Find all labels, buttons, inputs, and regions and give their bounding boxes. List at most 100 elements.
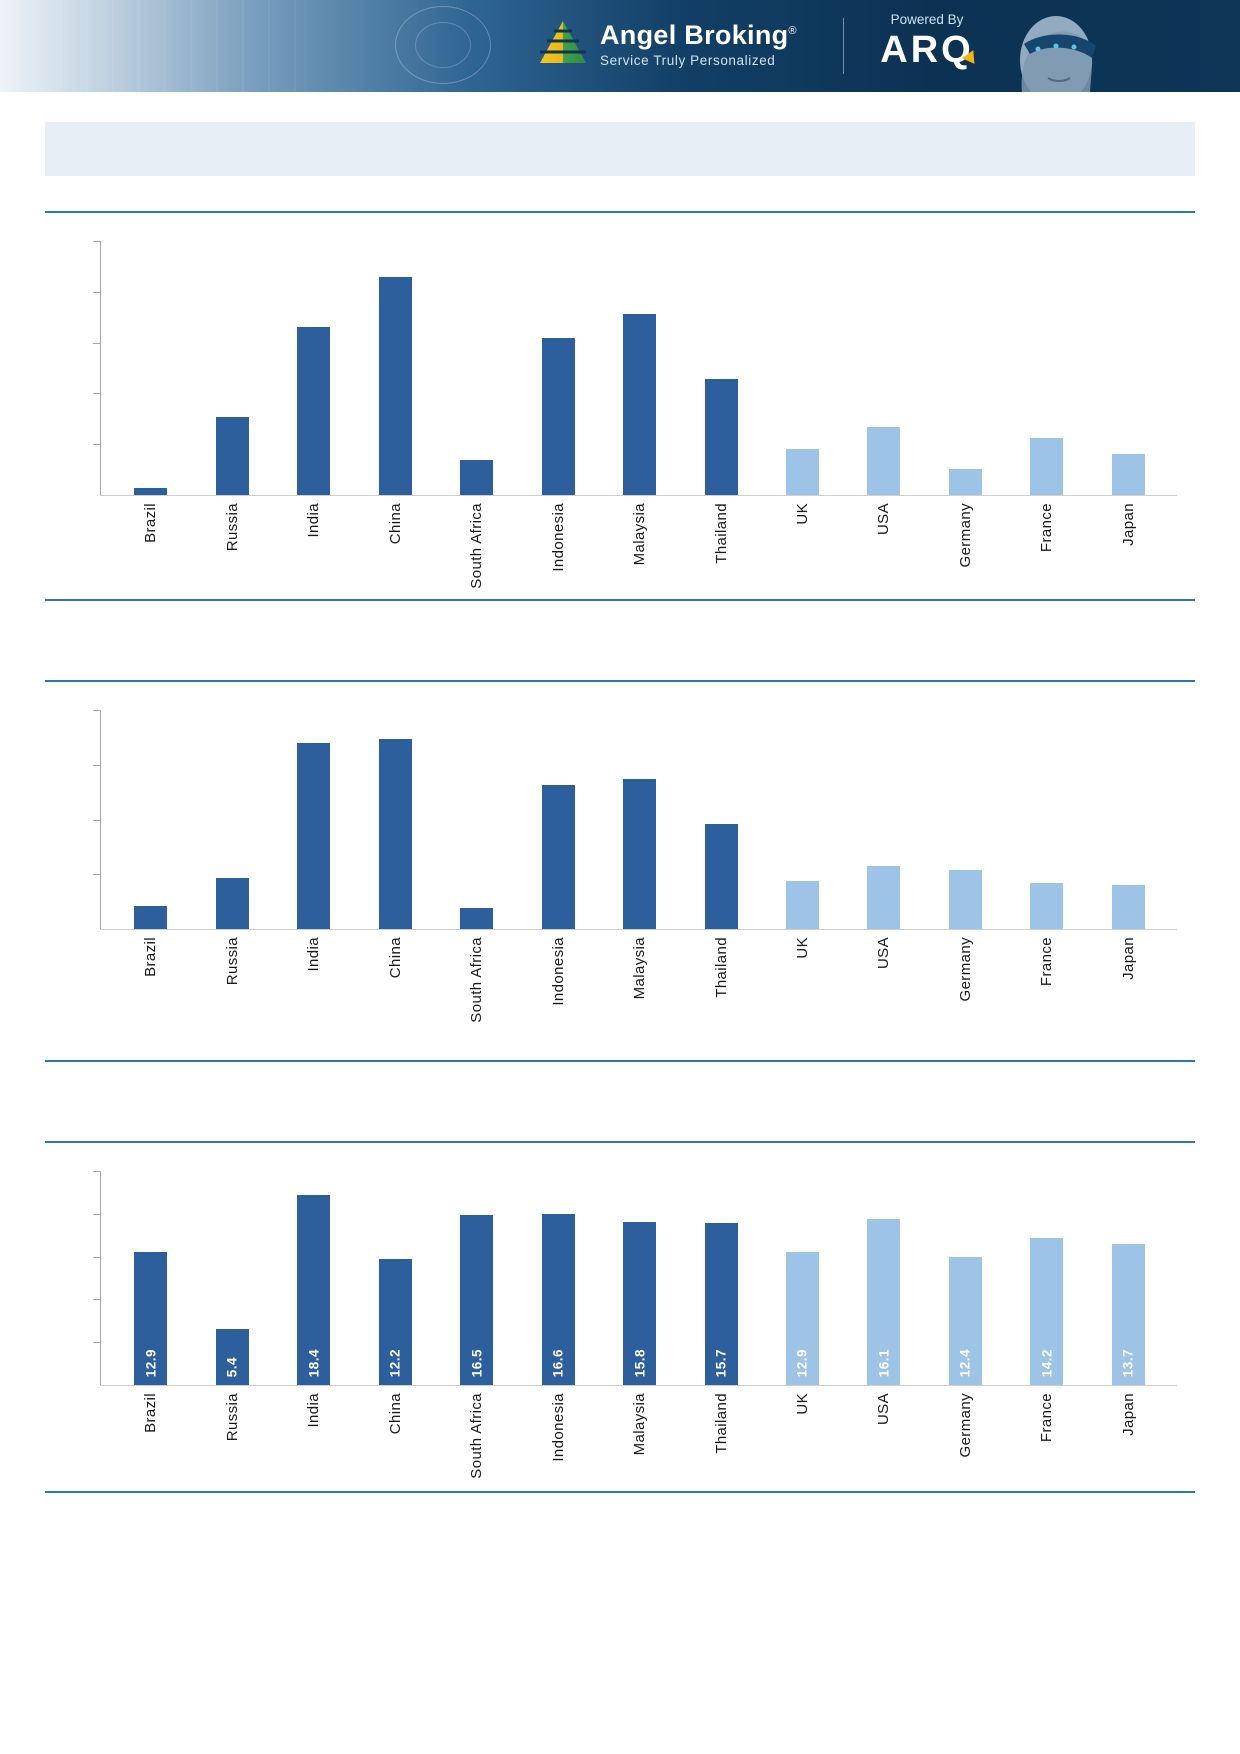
y-axis-tick bbox=[93, 1342, 100, 1343]
category-label-cell-india: India bbox=[273, 503, 354, 591]
powered-by-label: Powered By bbox=[890, 12, 964, 27]
angel-broking-logo: Angel Broking® Service Truly Personalize… bbox=[538, 16, 797, 68]
category-label-cell-russia: Russia bbox=[191, 1393, 272, 1483]
chart-column-japan bbox=[1088, 710, 1169, 929]
y-axis-tick bbox=[93, 292, 100, 293]
chart-1-category-labels: Brazil Russia India China South Africa Indone… bbox=[100, 503, 1177, 591]
category-label-india: India bbox=[305, 937, 323, 972]
chart-2-bars bbox=[100, 710, 1177, 929]
category-label-uk: UK bbox=[793, 1393, 811, 1415]
chart-column-brazil: 12.9 bbox=[110, 1171, 191, 1385]
category-label-cell-south-africa: South Africa bbox=[436, 937, 517, 1052]
category-label-indonesia: Indonesia bbox=[549, 503, 567, 572]
chart-1-top-divider bbox=[45, 211, 1195, 213]
category-label-germany: Germany bbox=[956, 937, 974, 1002]
bar-brazil bbox=[134, 488, 168, 495]
category-label-russia: Russia bbox=[223, 503, 241, 552]
bar-china bbox=[378, 739, 412, 929]
chart-column-russia bbox=[191, 710, 272, 929]
category-label-cell-indonesia: Indonesia bbox=[517, 503, 598, 591]
category-label-cell-usa: USA bbox=[843, 937, 924, 1052]
bar-indonesia bbox=[541, 785, 575, 929]
category-label-germany: Germany bbox=[956, 503, 974, 568]
category-label-cell-russia: Russia bbox=[191, 937, 272, 1052]
chart-column-france bbox=[1006, 710, 1087, 929]
category-label-usa: USA bbox=[875, 1393, 893, 1426]
chart-column-brazil bbox=[110, 241, 191, 495]
category-label-malaysia: Malaysia bbox=[631, 937, 649, 1000]
chart-2-bottom-divider bbox=[45, 1060, 1195, 1062]
category-label-cell-japan: Japan bbox=[1088, 1393, 1169, 1483]
category-label-thailand: Thailand bbox=[712, 1393, 730, 1454]
bar-malaysia bbox=[623, 314, 657, 495]
y-axis-tick bbox=[93, 444, 100, 445]
category-label-cell-china: China bbox=[354, 937, 435, 1052]
bar-japan: 13.7 bbox=[1111, 1244, 1145, 1385]
category-label-indonesia: Indonesia bbox=[549, 937, 567, 1006]
category-label-cell-india: India bbox=[273, 937, 354, 1052]
bar-brazil bbox=[134, 906, 168, 929]
y-axis-tick bbox=[93, 241, 100, 242]
bar-china: 12.2 bbox=[378, 1259, 412, 1385]
category-label-south-africa: South Africa bbox=[468, 937, 486, 1023]
bar-south-africa bbox=[460, 460, 494, 495]
bar-uk bbox=[785, 449, 819, 495]
bar-usa: 16.1 bbox=[867, 1219, 901, 1385]
category-label-cell-brazil: Brazil bbox=[110, 503, 191, 591]
category-label-cell-malaysia: Malaysia bbox=[599, 1393, 680, 1483]
chart-2-plot-area bbox=[93, 710, 1177, 930]
angel-broking-pyramid-icon bbox=[540, 21, 586, 63]
category-label-usa: USA bbox=[875, 503, 893, 536]
chart-column-china: 12.2 bbox=[354, 1171, 435, 1385]
header-circuit-pattern bbox=[60, 0, 320, 92]
chart-column-russia bbox=[191, 241, 272, 495]
bar-malaysia bbox=[623, 779, 657, 929]
bar-japan bbox=[1111, 454, 1145, 495]
category-label-uk: UK bbox=[793, 503, 811, 525]
category-label-cell-thailand: Thailand bbox=[680, 937, 761, 1052]
bar-germany bbox=[948, 870, 982, 929]
bar-value-label-germany: 12.4 bbox=[957, 1348, 973, 1377]
chart-column-japan bbox=[1088, 241, 1169, 495]
category-label-cell-china: China bbox=[354, 1393, 435, 1483]
category-label-japan: Japan bbox=[1119, 937, 1137, 980]
y-axis-tick bbox=[93, 343, 100, 344]
bar-value-label-thailand: 15.7 bbox=[713, 1348, 729, 1377]
chart-1-section: Brazil Russia India China South Africa Indone… bbox=[45, 211, 1195, 601]
category-label-cell-uk: UK bbox=[762, 1393, 843, 1483]
category-label-cell-usa: USA bbox=[843, 503, 924, 591]
bar-russia: 5.4 bbox=[215, 1329, 249, 1385]
angel-broking-text: Angel Broking® Service Truly Personalize… bbox=[600, 16, 797, 68]
chart-1-bars bbox=[100, 241, 1177, 495]
bar-germany: 12.4 bbox=[948, 1257, 982, 1385]
y-axis-tick bbox=[93, 820, 100, 821]
bar-india bbox=[297, 327, 331, 495]
brand-tagline: Service Truly Personalized bbox=[600, 53, 776, 68]
chart-column-indonesia: 16.6 bbox=[517, 1171, 598, 1385]
bar-thailand bbox=[704, 824, 738, 929]
chart-column-germany bbox=[925, 710, 1006, 929]
chart-column-germany: 12.4 bbox=[925, 1171, 1006, 1385]
brand-name: Angel Broking® bbox=[600, 20, 797, 50]
chart-3-category-labels: Brazil Russia India China South Africa Indone… bbox=[100, 1393, 1177, 1483]
bar-france: 14.2 bbox=[1030, 1238, 1064, 1385]
category-label-cell-germany: Germany bbox=[925, 1393, 1006, 1483]
category-label-brazil: Brazil bbox=[142, 937, 160, 977]
category-label-thailand: Thailand bbox=[712, 937, 730, 998]
bar-value-label-india: 18.4 bbox=[306, 1348, 322, 1377]
chart-column-thailand: 15.7 bbox=[680, 1171, 761, 1385]
category-label-indonesia: Indonesia bbox=[549, 1393, 567, 1462]
y-axis-tick bbox=[93, 1257, 100, 1258]
chart-column-usa bbox=[843, 241, 924, 495]
chart-column-malaysia: 15.8 bbox=[599, 1171, 680, 1385]
category-label-cell-indonesia: Indonesia bbox=[517, 937, 598, 1052]
bar-germany bbox=[948, 469, 982, 495]
chart-column-india bbox=[273, 710, 354, 929]
category-label-cell-russia: Russia bbox=[191, 503, 272, 591]
category-label-india: India bbox=[305, 503, 323, 538]
category-label-malaysia: Malaysia bbox=[631, 503, 649, 566]
bar-value-label-brazil: 12.9 bbox=[143, 1348, 159, 1377]
bar-usa bbox=[867, 866, 901, 929]
chart-column-malaysia bbox=[599, 710, 680, 929]
bar-russia bbox=[215, 417, 249, 495]
